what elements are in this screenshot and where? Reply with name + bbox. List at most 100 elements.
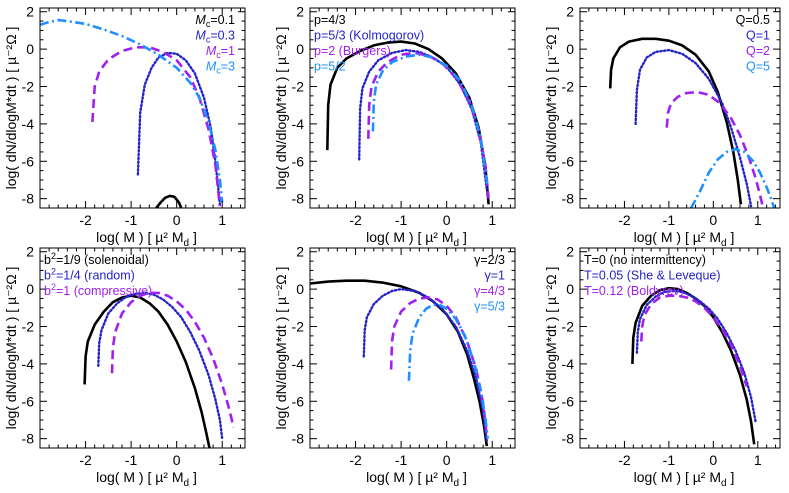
chart-panel-bottom-middle: 2 0 -2 -4 -6 -8 -2 -1 0 1 log( M ) [ µ² Md ] log( d… <box>273 244 516 489</box>
series-line-3 <box>640 294 748 387</box>
x-tick-label: -1 <box>663 452 676 468</box>
y-tick-label: 0 <box>566 281 574 297</box>
plot-frame <box>309 247 516 449</box>
series-line-1 <box>83 294 211 448</box>
x-tick-label: -1 <box>125 212 138 228</box>
y-tick-label: -4 <box>22 356 35 372</box>
x-axis-label: log( M ) [ µ² Md ] <box>366 229 467 249</box>
series-line-4 <box>689 147 776 208</box>
series-line-1 <box>608 37 743 205</box>
x-tick-label: 0 <box>173 452 181 468</box>
y-axis-label: log( dN/dlogM*dt ) [ µ⁻²Ω ] <box>3 27 19 190</box>
series-line-2 <box>635 289 757 423</box>
plot-frame <box>579 247 781 449</box>
y-tick-label: 2 <box>26 4 34 20</box>
x-axis-label: log( M ) [ µ² Md ] <box>634 229 735 249</box>
x-tick-label: -1 <box>395 212 408 228</box>
y-tick-label: 0 <box>26 41 34 57</box>
y-tick-label: -2 <box>22 319 35 335</box>
y-tick-label: 0 <box>296 281 304 297</box>
legend-entry: b2=1 (compressive) <box>44 282 152 298</box>
y-tick-label: 2 <box>26 244 34 260</box>
x-tick-label: 0 <box>173 212 181 228</box>
y-tick-label: 0 <box>26 281 34 297</box>
y-tick-label: -4 <box>562 356 575 372</box>
x-tick-label: -1 <box>395 452 408 468</box>
x-tick-label: -1 <box>663 212 676 228</box>
legend-entry: b2=1/9 (solenoidal) <box>44 251 149 267</box>
y-axis-label: log( dN/dlogM*dt ) [ µ⁻²Ω ] <box>3 267 19 430</box>
legend-entry: Mc=0.1 <box>195 13 235 29</box>
legend-entry: p=5/3 (Kolmogorov) <box>314 29 424 43</box>
x-tick-label: -2 <box>349 212 362 228</box>
x-tick-label: 1 <box>218 212 226 228</box>
x-tick-label: -1 <box>125 452 138 468</box>
legend-entry: b2=1/4 (random) <box>44 267 135 283</box>
legend-entry: γ=1 <box>484 269 505 283</box>
legend-entry: T=0 (no intermittency) <box>584 253 706 267</box>
legend-entry: Q=2 <box>746 44 770 58</box>
x-axis-label: log( M ) [ µ² Md ] <box>366 469 467 489</box>
series-line-3 <box>91 46 222 207</box>
y-axis-label: log( dN/dlogM*dt ) [ µ⁻²Ω ] <box>543 27 559 190</box>
chart-panel-top-right: 2 0 -2 -4 -6 -8 -2 -1 0 1 log( M ) [ µ² Md ] log( d… <box>543 4 781 249</box>
series-line-3 <box>389 296 489 437</box>
x-axis-label: log( M ) [ µ² Md ] <box>634 469 735 489</box>
legend-entry: γ=5/3 <box>474 300 505 314</box>
plot-frame <box>579 7 781 209</box>
plot-frame <box>39 247 246 449</box>
x-tick-label: 1 <box>488 452 496 468</box>
y-tick-label: -6 <box>292 393 305 409</box>
x-tick-label: 0 <box>443 212 451 228</box>
y-tick-label: -4 <box>292 356 305 372</box>
y-tick-label: 2 <box>566 244 574 260</box>
legend-entry: Q=5 <box>746 60 770 74</box>
x-tick-label: -2 <box>618 452 631 468</box>
legend-entry: T=0.12 (Boldyrev) <box>584 284 684 298</box>
legend-entry: γ=2/3 <box>474 253 505 267</box>
y-tick-label: -8 <box>22 191 35 207</box>
y-tick-label: -2 <box>292 319 305 335</box>
y-tick-label: -8 <box>562 431 575 447</box>
series-line-4 <box>371 53 489 188</box>
legend-entry: Q=0.5 <box>736 13 770 27</box>
y-tick-label: -2 <box>22 79 35 95</box>
y-tick-label: 2 <box>296 4 304 20</box>
x-tick-label: -2 <box>349 452 362 468</box>
y-tick-label: -8 <box>292 431 305 447</box>
y-tick-label: -2 <box>292 79 305 95</box>
y-tick-label: -2 <box>562 319 575 335</box>
series-line-3 <box>367 51 490 199</box>
x-tick-label: 0 <box>709 212 717 228</box>
y-tick-label: -6 <box>562 393 575 409</box>
y-tick-label: 0 <box>566 41 574 57</box>
y-tick-label: -6 <box>22 393 35 409</box>
y-tick-label: -8 <box>292 191 305 207</box>
series-line-4 <box>407 303 489 439</box>
legend-entry: γ=4/3 <box>474 284 505 298</box>
y-tick-label: 0 <box>296 41 304 57</box>
chart-panel-bottom-left: 2 0 -2 -4 -6 -8 -2 -1 0 1 log( M ) [ µ² Md ] log( d… <box>3 244 246 489</box>
plot-frame <box>309 7 516 209</box>
x-axis-label: log( M ) [ µ² Md ] <box>96 469 197 489</box>
y-axis-label: log( dN/dlogM*dt ) [ µ⁻²Ω ] <box>273 267 289 430</box>
y-tick-label: 2 <box>296 244 304 260</box>
legend-entry: p=5/2 <box>314 60 346 74</box>
x-tick-label: -2 <box>79 212 92 228</box>
y-tick-label: -6 <box>562 153 575 169</box>
legend-entry: Q=1 <box>746 29 770 43</box>
x-tick-label: 1 <box>218 452 226 468</box>
x-tick-label: -2 <box>618 212 631 228</box>
chart-panel-bottom-right: 2 0 -2 -4 -6 -8 -2 -1 0 1 log( M ) [ µ² Md ] log( d… <box>543 244 781 489</box>
legend-entry: Mc=3 <box>206 60 235 76</box>
series-line-1 <box>326 40 490 205</box>
y-axis-label: log( dN/dlogM*dt ) [ µ⁻²Ω ] <box>543 267 559 430</box>
y-tick-label: -4 <box>22 116 35 132</box>
chart-panel-top-middle: 2 0 -2 -4 -6 -8 -2 -1 0 1 log( M ) [ µ² Md ] log( d… <box>273 4 516 249</box>
legend-entry: p=4/3 <box>314 13 346 27</box>
x-tick-label: 1 <box>488 212 496 228</box>
x-axis-label: log( M ) [ µ² Md ] <box>96 229 197 249</box>
series-line-3 <box>665 90 765 208</box>
series-line-2 <box>634 48 753 208</box>
x-tick-label: 1 <box>754 452 762 468</box>
